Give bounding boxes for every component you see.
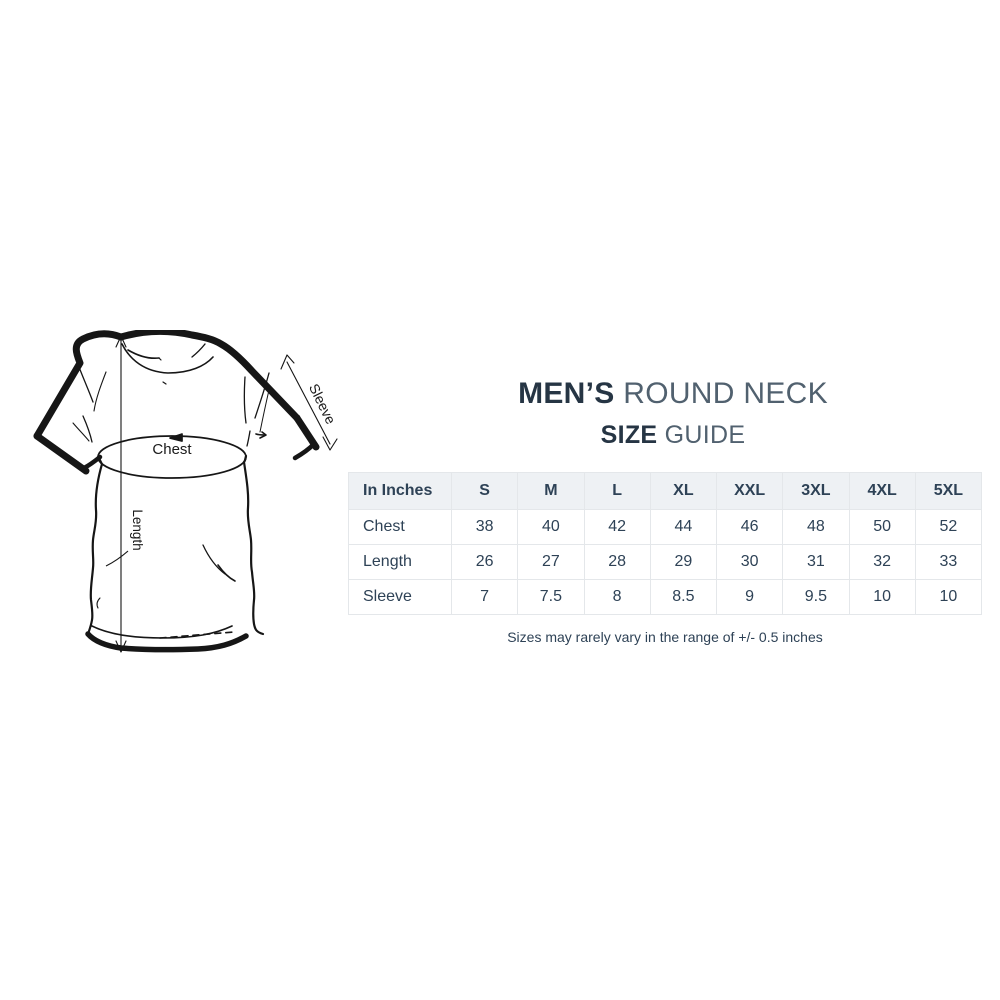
svg-text:Chest: Chest (152, 441, 192, 458)
svg-text:Sleeve: Sleeve (306, 381, 339, 427)
svg-text:Length: Length (130, 509, 145, 550)
